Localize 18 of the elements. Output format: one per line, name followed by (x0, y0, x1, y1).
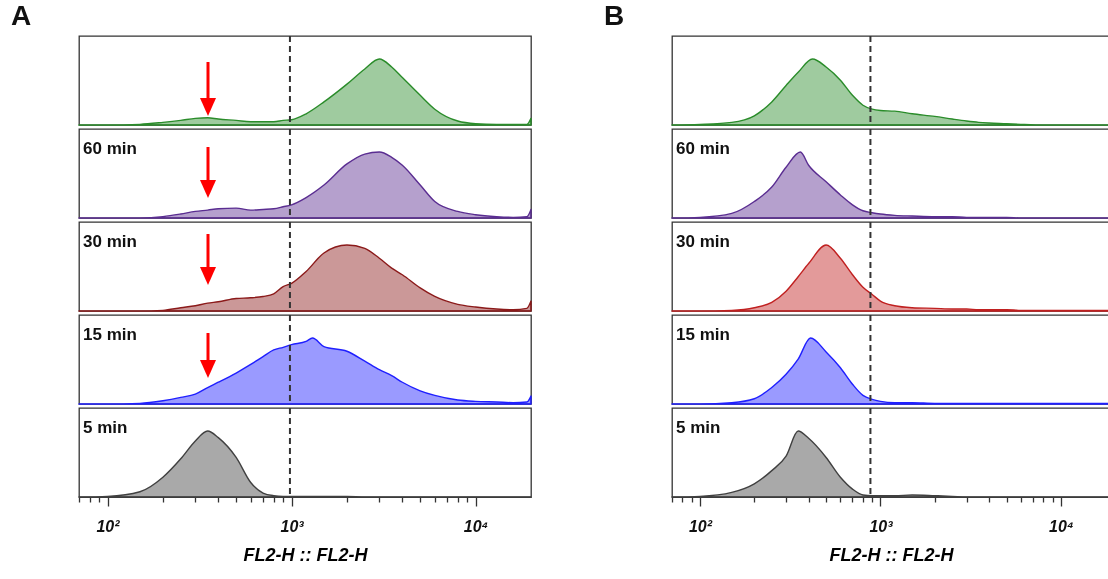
annotation: 15 min (676, 325, 730, 344)
x-tick-label: 10² (96, 517, 121, 535)
annotation: 5 min (676, 418, 721, 437)
x-axis-title: FL2-H :: FL2-H (829, 544, 955, 565)
x-axis-title: FL2-H :: FL2-H (243, 544, 369, 565)
x-tick-label: 10³ (280, 517, 305, 535)
annotation: 60 min (676, 139, 730, 158)
annotation: 60 min (83, 139, 137, 158)
annotation: 30 min (83, 232, 137, 251)
chart-title: A (11, 0, 32, 31)
annotation: 5 min (83, 418, 128, 437)
annotation: 15 min (83, 325, 137, 344)
x-tick-label: 10³ (869, 517, 894, 535)
x-tick-label: 10² (688, 517, 713, 535)
x-tick-label: 10⁴ (463, 517, 489, 535)
x-tick-label: 10⁴ (1049, 517, 1074, 535)
chart-title: B (604, 0, 625, 31)
annotation: 30 min (676, 232, 730, 251)
